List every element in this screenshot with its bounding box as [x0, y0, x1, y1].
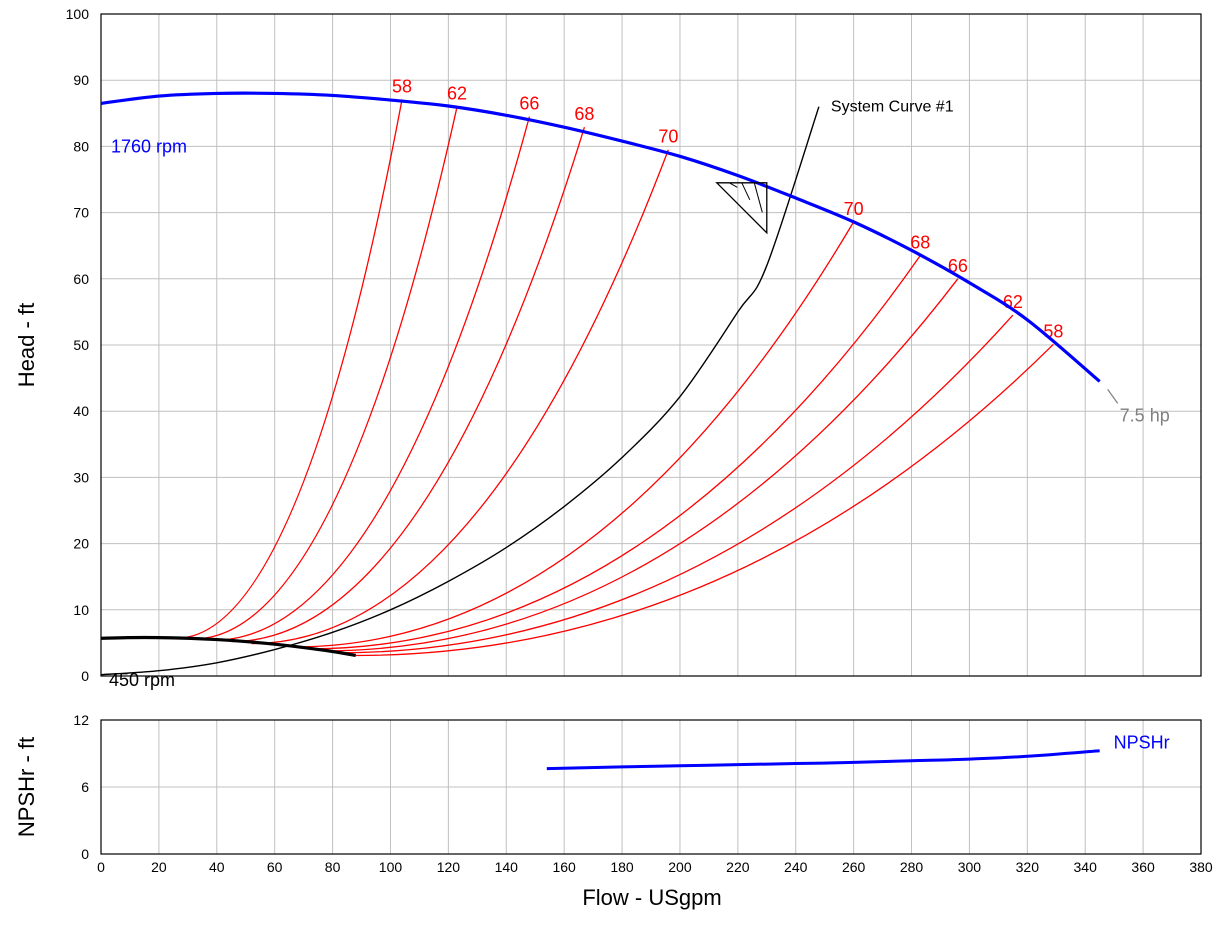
efficiency-label: 70 — [844, 199, 864, 219]
npsh-grid — [100, 719, 1202, 855]
y-axis-title-head: Head - ft — [14, 303, 39, 387]
head-grid — [100, 13, 1202, 677]
head-y-tick-label: 90 — [73, 72, 89, 88]
x-tick-label: 300 — [958, 859, 982, 875]
npshr-curve — [546, 749, 1100, 771]
head-y-tick-label: 20 — [73, 536, 89, 552]
x-tick-label: 380 — [1189, 859, 1213, 875]
efficiency-curve — [251, 149, 669, 645]
x-tick-label: 80 — [325, 859, 341, 875]
x-tick-label: 0 — [97, 859, 105, 875]
x-tick-label: 360 — [1131, 859, 1155, 875]
operating-point-marker — [715, 182, 768, 235]
head-y-tick-label: 70 — [73, 205, 89, 221]
efficiency-label: 68 — [910, 233, 930, 253]
head-y-tick-label: 60 — [73, 271, 89, 287]
x-tick-label: 60 — [267, 859, 283, 875]
x-tick-label: 220 — [726, 859, 750, 875]
head-y-tick-label: 40 — [73, 403, 89, 419]
efficiency-label: 66 — [519, 94, 539, 114]
npsh-plot-frame — [100, 719, 1202, 855]
efficiency-label: 58 — [1043, 321, 1063, 341]
x-tick-label: 240 — [784, 859, 808, 875]
x-tick-label: 200 — [668, 859, 692, 875]
x-tick-label: 280 — [900, 859, 924, 875]
x-tick-label: 100 — [379, 859, 403, 875]
power-leader-line — [1107, 389, 1119, 404]
pump-curve-label: 1760 rpm — [111, 136, 187, 156]
y-axis-title-npshr: NPSHr - ft — [14, 737, 39, 837]
efficiency-curve — [338, 314, 1014, 654]
efficiency-curve — [213, 116, 531, 641]
operating-point-hatch — [753, 182, 763, 213]
x-tick-label: 40 — [209, 859, 225, 875]
head-y-tick-label: 10 — [73, 602, 89, 618]
efficiency-label: 68 — [574, 104, 594, 124]
efficiency-label: 70 — [658, 127, 678, 147]
efficiency-curve — [231, 127, 586, 643]
npsh-plot-marks: NPSHr — [546, 733, 1170, 771]
npsh-y-tick-label: 12 — [73, 712, 89, 728]
head-y-tick-label: 80 — [73, 138, 89, 154]
x-tick-label: 320 — [1016, 859, 1040, 875]
x-tick-label: 120 — [437, 859, 461, 875]
x-tick-label: 160 — [552, 859, 576, 875]
efficiency-curve — [193, 106, 458, 640]
min-speed-label: 450 rpm — [109, 670, 175, 690]
head-y-tick-label: 0 — [81, 668, 89, 684]
efficiency-curve — [176, 99, 403, 639]
x-tick-label: 20 — [151, 859, 167, 875]
head-y-tick-label: 50 — [73, 337, 89, 353]
x-tick-label: 340 — [1074, 859, 1098, 875]
npshr-label: NPSHr — [1114, 733, 1170, 753]
head-plot-frame — [100, 13, 1202, 677]
efficiency-curve — [323, 278, 959, 652]
operating-point-hatch — [741, 182, 751, 201]
npsh-y-tick-label: 6 — [81, 779, 89, 795]
x-tick-label: 140 — [495, 859, 519, 875]
x-tick-label: 180 — [610, 859, 634, 875]
power-label: 7.5 hp — [1120, 405, 1170, 425]
pump-curve — [100, 91, 1101, 383]
operating-point-hatch — [729, 182, 738, 188]
npsh-y-tick-label: 0 — [81, 846, 89, 862]
efficiency-label: 66 — [948, 256, 968, 276]
system-curve — [100, 106, 820, 676]
x-axis-title: Flow - USgpm — [582, 885, 721, 910]
min-speed-curve — [100, 635, 357, 658]
efficiency-curve — [355, 343, 1054, 657]
x-tick-label: 260 — [842, 859, 866, 875]
efficiency-curve — [294, 221, 855, 648]
efficiency-label: 58 — [392, 76, 412, 96]
head-y-tick-label: 30 — [73, 469, 89, 485]
head-y-tick-label: 100 — [66, 6, 90, 22]
efficiency-label: 62 — [447, 84, 467, 104]
efficiency-curve — [309, 255, 921, 650]
system-curve-label: System Curve #1 — [831, 99, 954, 116]
